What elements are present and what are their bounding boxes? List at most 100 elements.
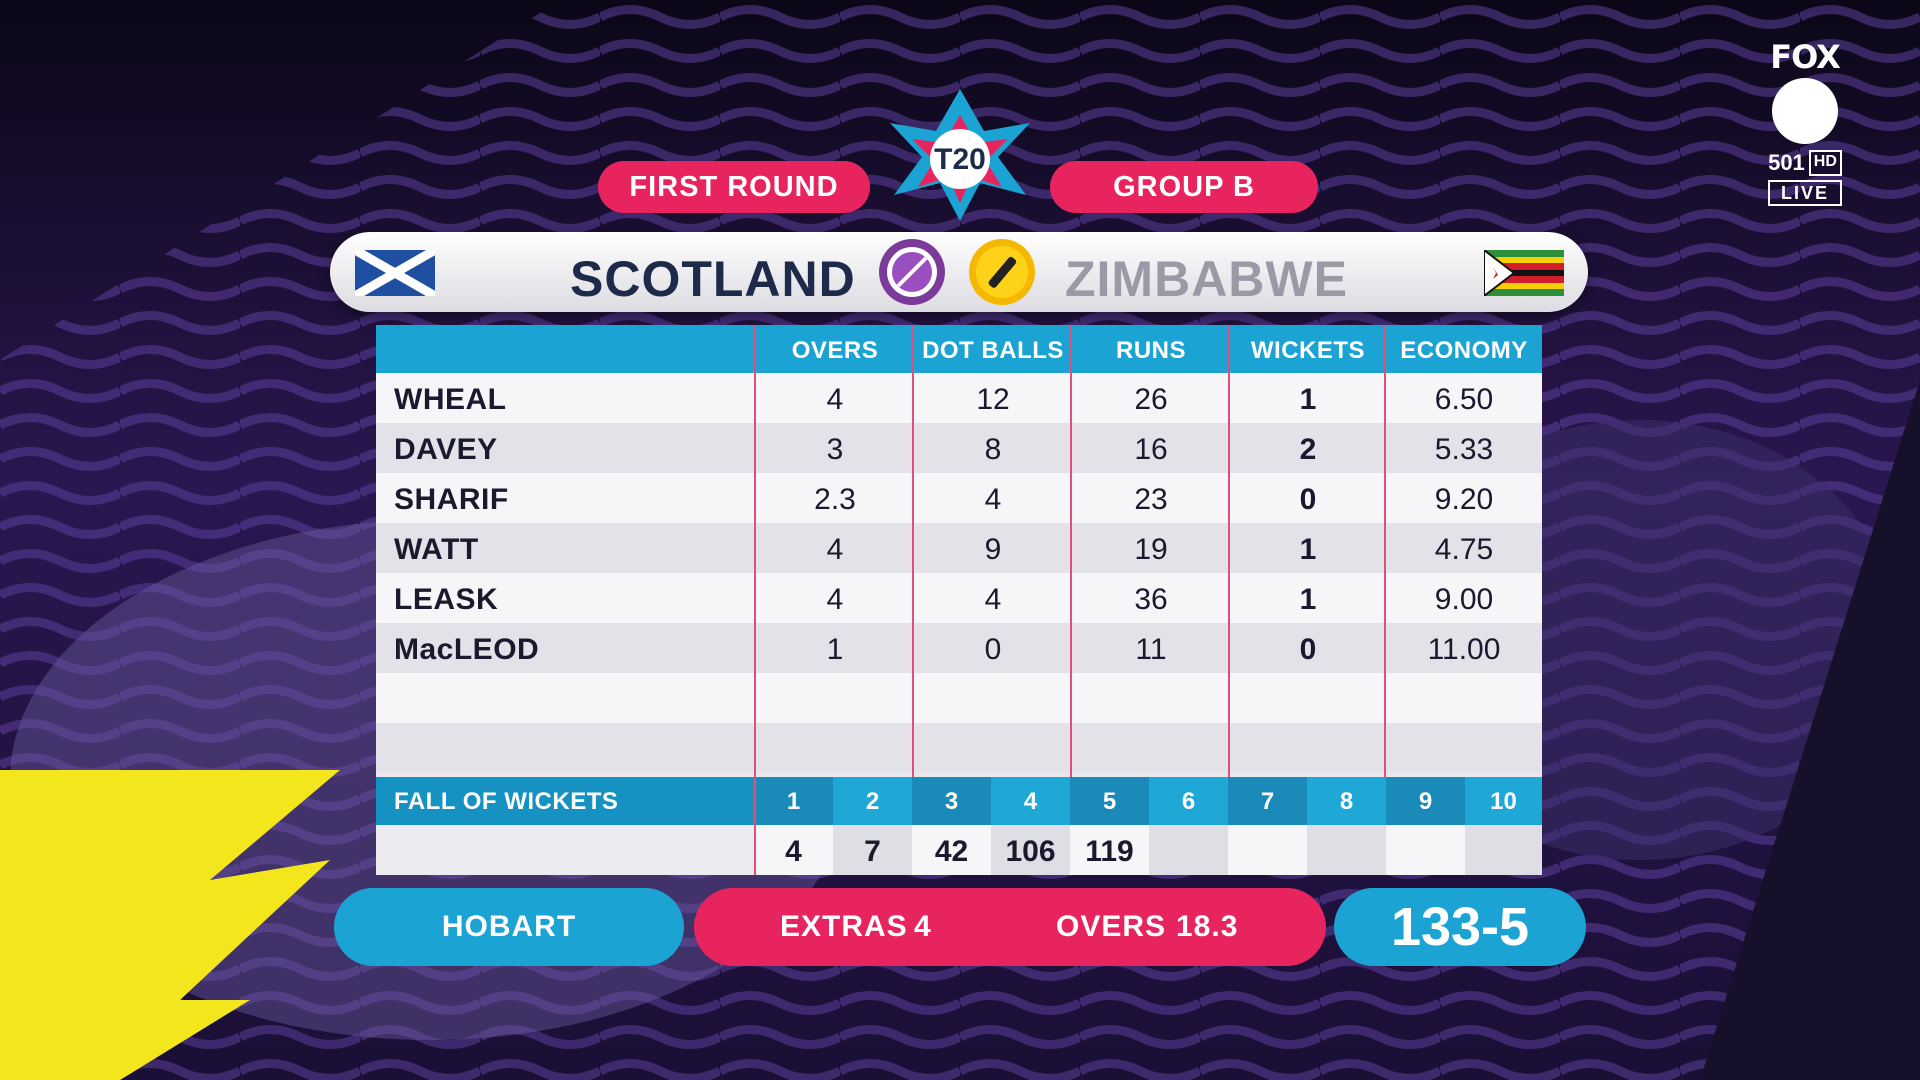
dot-balls-cell: 12 [976,383,1010,416]
fow-number: 3 [912,777,991,825]
overs-cell: 1 [826,633,844,666]
team-bar: SCOTLAND ZIMBABWE [330,232,1588,312]
overs-label: OVERS [1056,910,1167,943]
fow-score [1386,825,1465,875]
bowler-name: DAVEY [394,433,498,466]
table-row: WHEAL 4 12 26 1 6.50 [376,373,1542,423]
economy-cell: 6.50 [1434,383,1494,416]
column-divider [1228,325,1230,777]
bowler-name: SHARIF [394,483,509,516]
hd-badge: HD [1808,150,1842,176]
economy-cell: 9.00 [1434,583,1494,616]
zimbabwe-flag-icon [1484,250,1564,296]
fow-score [1307,825,1386,875]
overs-cell: 2.3 [814,483,856,516]
fow-score: 42 [912,825,991,875]
column-divider [754,777,756,875]
bowler-name: LEASK [394,583,499,616]
bowler-name: WATT [394,533,479,566]
fall-of-wickets-values: 4 7 42 106 119 [376,825,1542,875]
fow-score: 119 [1070,825,1149,875]
fall-of-wickets-label: FALL OF WICKETS [394,788,619,815]
broadcaster-brand: FOX [1770,38,1841,76]
fow-number: 6 [1149,777,1228,825]
fow-score: 4 [754,825,833,875]
table-row: WATT 4 9 19 1 4.75 [376,523,1542,573]
wickets-cell: 1 [1299,583,1317,616]
fow-number: 4 [991,777,1070,825]
column-divider [912,325,914,777]
header-economy: ECONOMY [1400,337,1528,364]
overs-value: 18.3 [1176,910,1239,943]
extras-label: EXTRAS [780,910,908,943]
economy-cell: 4.75 [1434,533,1494,566]
dot-balls-cell: 4 [984,483,1002,516]
overs-cell: 4 [826,583,844,616]
runs-cell: 26 [1134,383,1168,416]
group-pill: GROUP B [1050,161,1318,213]
table-header: OVERS DOT BALLS RUNS WICKETS ECONOMY [376,325,1542,373]
header-runs: RUNS [1115,337,1186,364]
fow-number: 7 [1228,777,1307,825]
bat-icon [969,239,1035,305]
economy-cell: 9.20 [1434,483,1494,516]
scotland-flag-icon [355,250,435,296]
bowling-figures-table: OVERS DOT BALLS RUNS WICKETS ECONOMY WHE… [376,325,1542,875]
table-row: SHARIF 2.3 4 23 0 9.20 [376,473,1542,523]
t20-logo: T20 [890,89,1030,221]
dot-balls-cell: 8 [984,433,1002,466]
header-wickets: WICKETS [1250,337,1366,364]
runs-cell: 23 [1134,483,1168,516]
cricket-ball-icon [1772,78,1838,144]
wickets-cell: 0 [1299,633,1317,666]
overs-cell: 3 [826,433,844,466]
channel-number: 501 [1768,150,1805,175]
fow-number: 1 [754,777,833,825]
column-divider [754,325,756,777]
runs-cell: 36 [1134,583,1168,616]
wickets-cell: 1 [1299,383,1317,416]
extras-value: 4 [914,910,932,943]
economy-cell: 11.00 [1427,633,1501,666]
burst-graphic [0,770,340,1080]
wickets-cell: 1 [1299,533,1317,566]
match-info-pill: EXTRAS 4 OVERS 18.3 [694,888,1326,966]
runs-cell: 19 [1134,533,1168,566]
table-row: MacLEOD 1 0 11 0 11.00 [376,623,1542,673]
column-divider [1070,325,1072,777]
fow-number: 9 [1386,777,1465,825]
wickets-cell: 2 [1299,433,1317,466]
bowler-name: MacLEOD [394,633,540,666]
overs-cell: 4 [826,533,844,566]
team-right-name: ZIMBABWE [1065,251,1348,307]
empty-row [376,723,1542,773]
column-divider [1384,325,1386,777]
table-row: LEASK 4 4 36 1 9.00 [376,573,1542,623]
venue-pill: HOBART [334,888,684,966]
header-dot-balls: DOT BALLS [922,337,1064,364]
table-row: DAVEY 3 8 16 2 5.33 [376,423,1542,473]
fow-number: 2 [833,777,912,825]
fow-number: 10 [1465,777,1542,825]
team-left-name: SCOTLAND [570,251,856,307]
score-pill: 133-5 [1334,888,1586,966]
dot-balls-cell: 9 [984,533,1002,566]
empty-row [376,673,1542,723]
fow-number: 8 [1307,777,1386,825]
runs-cell: 11 [1135,633,1167,666]
bowler-name: WHEAL [394,383,507,416]
economy-cell: 5.33 [1434,433,1494,466]
fall-of-wickets-header: FALL OF WICKETS 1 2 3 4 5 6 7 8 9 10 [376,777,1542,825]
round-pill: FIRST ROUND [598,161,870,213]
fow-score [1465,825,1542,875]
dot-balls-cell: 0 [984,633,1002,666]
broadcaster-logo: FOX 501 HD LIVE [1760,40,1850,220]
fow-score [1149,825,1228,875]
overs-cell: 4 [826,383,844,416]
ball-icon [879,239,945,305]
t20-logo-text: T20 [934,143,986,176]
fow-number: 5 [1070,777,1149,825]
fow-score: 7 [833,825,912,875]
runs-cell: 16 [1134,433,1168,466]
